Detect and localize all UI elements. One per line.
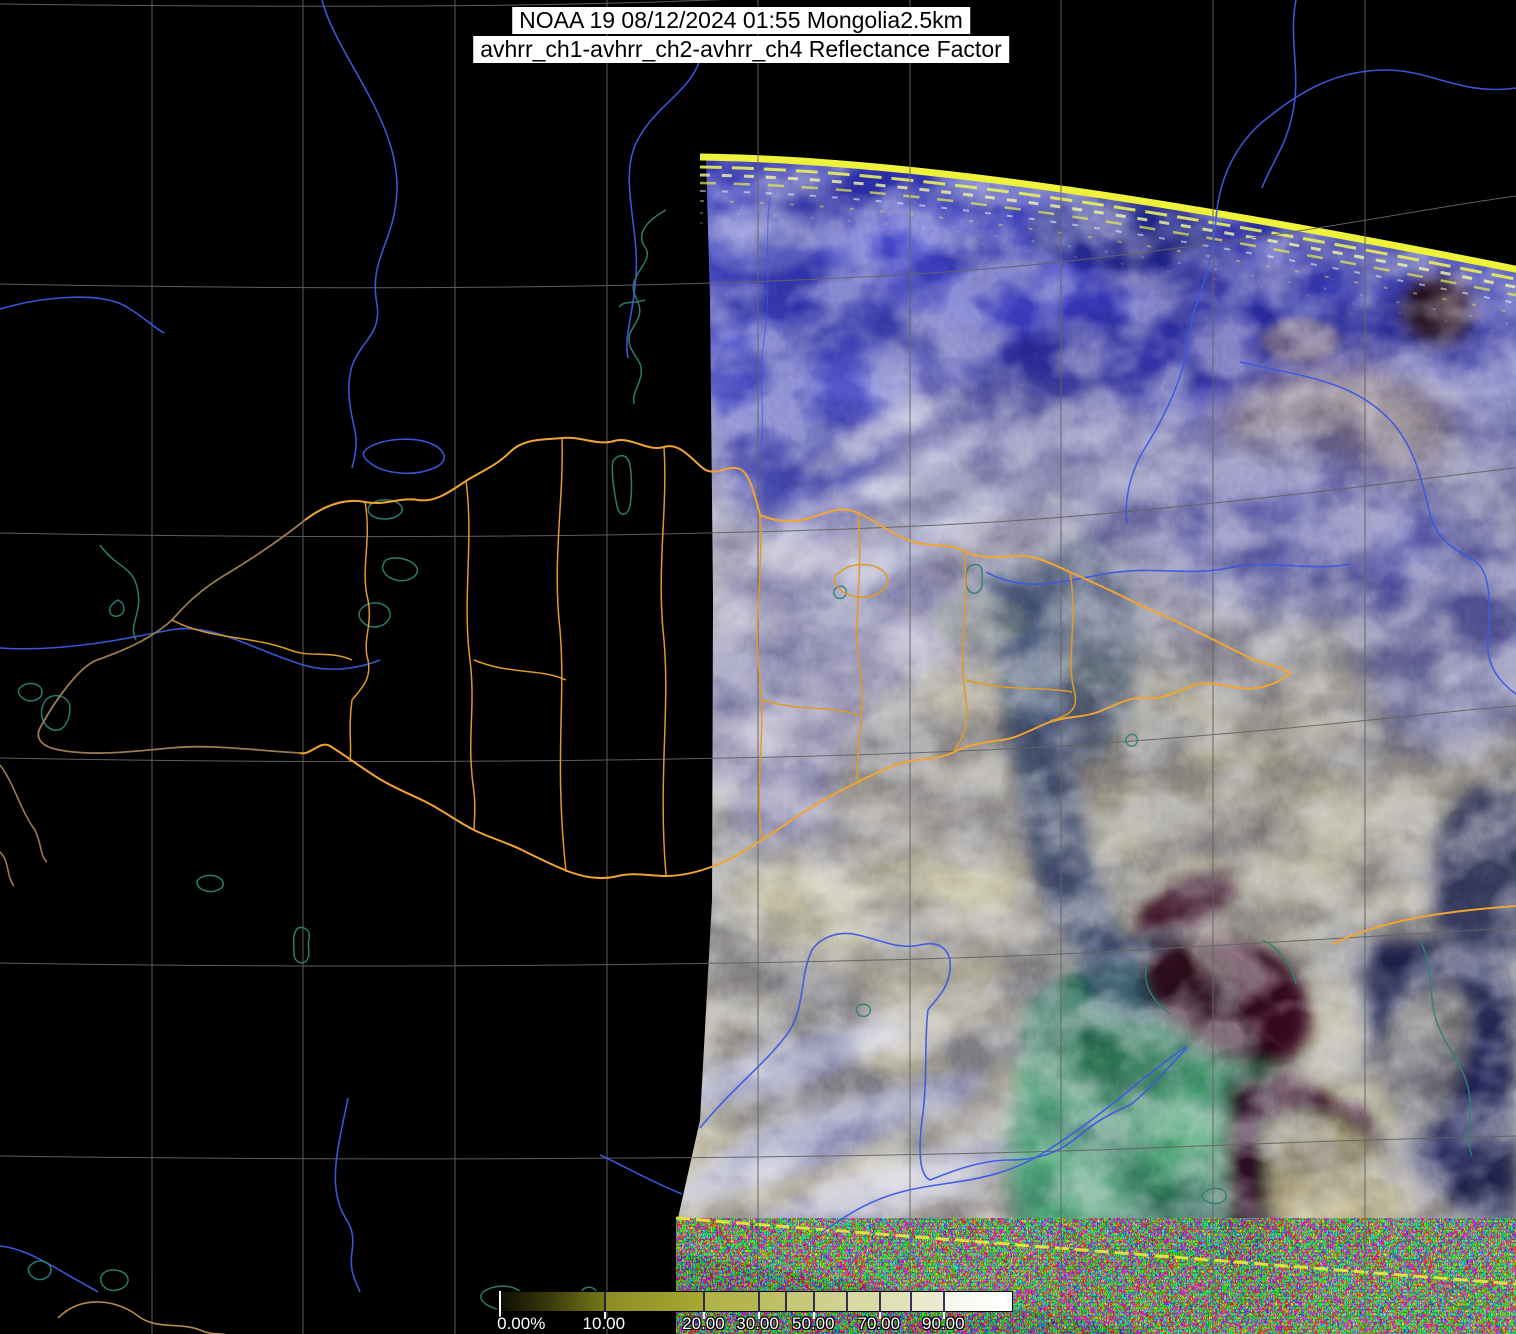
colorbar-tick [703,1312,706,1319]
colorbar-separator [603,1291,606,1312]
border-bottom-left [57,1301,227,1334]
colorbar-tick [499,1291,502,1319]
colorbar-label: 90.00 [922,1314,965,1333]
colorbar-tick [943,1312,946,1319]
colorbar-tick [813,1312,816,1319]
colorbar-label: 10.00 [582,1314,626,1333]
mongolia-west-border [37,519,306,754]
aimag-borders [171,437,1077,876]
mongolia-outer-border [299,436,1292,880]
satellite-swath-imagery [676,158,1516,1334]
scan-edge-noise-top [699,153,1516,337]
colorbar-label: 20.00 [682,1314,725,1333]
title-line-2: avhrr_ch1-avhrr_ch2-avhrr_ch4 Reflectanc… [473,36,1009,63]
boundary-overlays [0,436,1516,1334]
colorbar-tick [603,1312,606,1319]
colorbar-separator [878,1291,881,1312]
colorbar-separator [757,1291,760,1312]
colorbar-label: 0.00% [497,1314,546,1333]
colorbar-tick [757,1312,760,1319]
reflectance-colorbar: 0.00% 10.00 20.00 30.00 50.00 70.00 90.00 [497,1291,1013,1333]
image-title: NOAA 19 08/12/2024 01:55 Mongolia2.5km a… [473,7,1009,65]
border-east-of-mongolia [1331,905,1516,945]
lake-coast-overlays [17,209,1476,1332]
colorbar-label: 50.00 [792,1314,835,1333]
title-line-1: NOAA 19 08/12/2024 01:55 Mongolia2.5km [512,7,970,34]
scan-edge-noise-bottom [675,1216,1516,1334]
colorbar-tick [878,1312,881,1319]
colorbar-separator [813,1291,816,1312]
colorbar-separator [703,1291,706,1312]
colorbar-separator [845,1291,848,1312]
colorbar-separator [909,1291,912,1312]
colorbar-gradient [497,1291,1013,1312]
colorbar-separator [784,1291,787,1312]
colorbar-label: 30.00 [736,1314,779,1333]
colorbar-label: 70.00 [857,1314,901,1333]
colorbar-separator [943,1291,946,1312]
river-overlays [0,0,1516,1293]
